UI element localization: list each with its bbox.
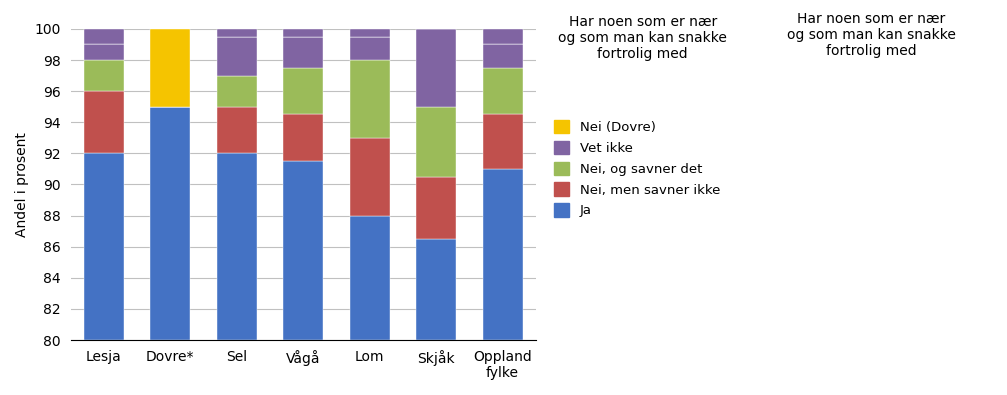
Bar (416, 107, 456, 177)
Bar (349, 29, 390, 37)
Bar (217, 107, 257, 153)
Text: Har noen som er nær
og som man kan snakke
fortrolig med: Har noen som er nær og som man kan snakk… (558, 15, 727, 61)
Bar (217, 75, 257, 107)
Bar (349, 37, 390, 60)
Bar (482, 45, 523, 68)
Bar (482, 115, 523, 169)
Bar (349, 138, 390, 216)
Bar (416, 29, 456, 107)
Y-axis label: Andel i prosent: Andel i prosent (15, 132, 29, 237)
Bar (482, 29, 523, 45)
Legend: Nei (Dovre), Vet ikke, Nei, og savner det, Nei, men savner ikke, Ja: Nei (Dovre), Vet ikke, Nei, og savner de… (547, 113, 727, 224)
Bar (283, 115, 323, 161)
Bar (349, 60, 390, 138)
Bar (283, 68, 323, 115)
Bar (84, 60, 124, 91)
Text: Har noen som er nær
og som man kan snakke
fortrolig med: Har noen som er nær og som man kan snakk… (786, 12, 956, 58)
Bar (283, 29, 323, 37)
Bar (84, 91, 124, 153)
Bar (150, 29, 190, 107)
Bar (482, 169, 523, 340)
Bar (482, 68, 523, 115)
Bar (84, 153, 124, 340)
Bar (283, 161, 323, 340)
Bar (84, 29, 124, 45)
Bar (84, 45, 124, 60)
Bar (349, 216, 390, 340)
Bar (416, 239, 456, 340)
Bar (416, 177, 456, 239)
Bar (217, 37, 257, 75)
Bar (217, 153, 257, 340)
Bar (217, 29, 257, 37)
Bar (150, 107, 190, 340)
Bar (283, 37, 323, 68)
